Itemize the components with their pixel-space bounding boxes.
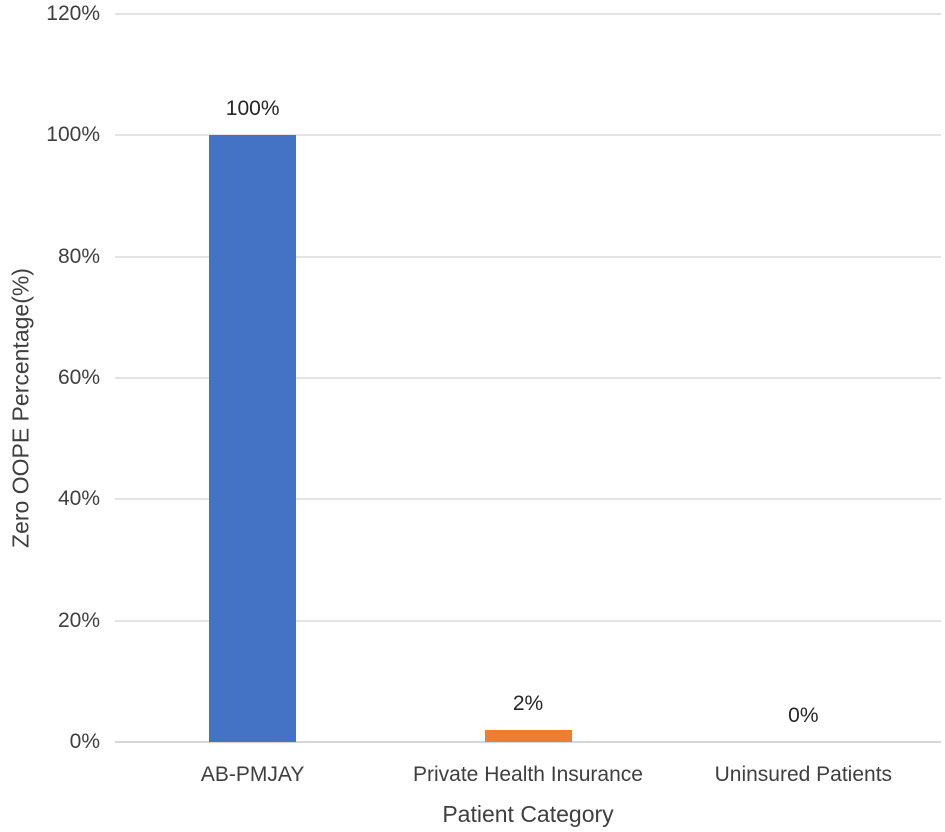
gridline: [115, 134, 941, 137]
x-axis-title: Patient Category: [442, 801, 614, 827]
y-axis-tick-label: 60%: [57, 366, 100, 389]
data-label: 2%: [512, 691, 544, 715]
y-axis-tick-label: 100%: [46, 123, 100, 147]
x-axis-category-label: Private Health Insurance: [413, 763, 643, 786]
x-axis-baseline: [115, 741, 941, 743]
y-axis-tick-label: 40%: [57, 487, 100, 511]
x-axis-category-label: Uninsured Patients: [714, 763, 893, 786]
bar-2: [484, 729, 572, 742]
y-axis-tick-label: 80%: [57, 244, 100, 268]
data-label: 100%: [225, 97, 280, 121]
gridline: [115, 498, 941, 501]
gridline: [115, 377, 941, 379]
data-label: 0%: [788, 704, 819, 727]
y-axis-tick-label: 120%: [46, 2, 100, 25]
bar-1: [209, 135, 297, 742]
gridline: [115, 13, 941, 15]
gridline: [115, 255, 941, 258]
x-axis-category-label: AB-PMJAY: [200, 763, 305, 786]
gridline: [115, 619, 941, 622]
y-axis-tick-label: 0%: [69, 730, 100, 753]
y-axis-tick-label: 20%: [57, 608, 100, 632]
